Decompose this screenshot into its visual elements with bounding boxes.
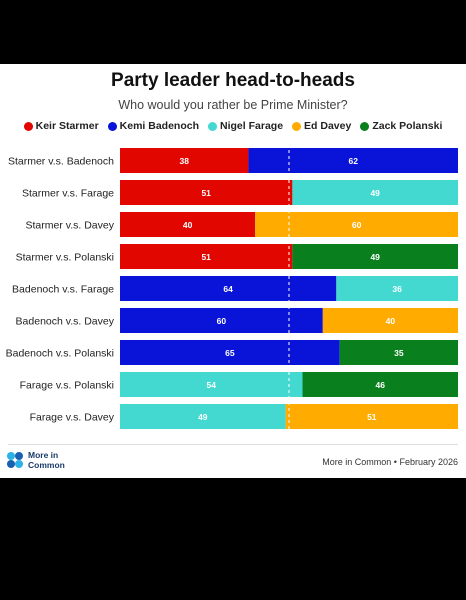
footer-divider — [8, 444, 458, 445]
legend-item-ed-davey: Ed Davey — [292, 120, 351, 132]
legend-dot-icon — [208, 121, 218, 131]
data-label: 38 — [179, 156, 189, 166]
category-label: Starmer v.s. Farage — [22, 188, 114, 200]
more-in-common-logo-icon — [7, 452, 23, 468]
data-label: 40 — [183, 220, 193, 230]
brand-logo: More in Common — [6, 450, 68, 470]
chart-title: Party leader head-to-heads — [111, 70, 355, 91]
legend-item-zack-polanski: Zack Polanski — [360, 120, 442, 132]
bar-segment-right — [292, 244, 458, 269]
data-label: 60 — [352, 220, 362, 230]
data-label: 40 — [386, 316, 396, 326]
logo-text: More in Common — [28, 450, 65, 470]
bar-segment-right — [339, 340, 458, 365]
source-note: More in Common • February 2026 — [322, 457, 458, 467]
bar-segment-right — [322, 308, 458, 333]
legend-item-kemi-badenoch: Kemi Badenoch — [107, 120, 200, 132]
data-label: 49 — [198, 412, 208, 422]
bar-segment-right — [285, 404, 458, 429]
category-label: Badenoch v.s. Farage — [12, 284, 114, 296]
data-label: 51 — [201, 188, 211, 198]
legend-dot-icon — [360, 121, 370, 131]
category-label: Starmer v.s. Badenoch — [8, 156, 114, 168]
data-label: 35 — [394, 348, 404, 358]
data-label: 64 — [223, 284, 233, 294]
legend: Keir Starmer Kemi Badenoch Nigel Farage Ed … — [0, 120, 466, 132]
bar-segment-left — [120, 244, 293, 269]
legend-label: Kemi Badenoch — [119, 120, 200, 132]
legend-item-nigel-farage: Nigel Farage — [208, 120, 283, 132]
bar-segment-left — [120, 148, 249, 173]
data-label: 36 — [392, 284, 402, 294]
data-label: 49 — [370, 252, 380, 262]
category-label: Starmer v.s. Polanski — [16, 252, 114, 264]
category-label: Starmer v.s. Davey — [26, 220, 115, 232]
legend-dot-icon — [107, 121, 117, 131]
bar-segment-right — [302, 372, 458, 397]
bar-segment-left — [120, 372, 303, 397]
chart-subtitle: Who would you rather be Prime Minister? — [118, 98, 348, 112]
legend-dot-icon — [23, 121, 33, 131]
data-label: 46 — [376, 380, 386, 390]
chart-card: Party leader head-to-heads Who would you… — [0, 64, 466, 478]
bar-segment-left — [120, 212, 256, 237]
legend-label: Ed Davey — [304, 120, 352, 132]
bar-segment-left — [120, 276, 337, 301]
data-label: 51 — [367, 412, 377, 422]
data-label: 62 — [348, 156, 358, 166]
category-label: Farage v.s. Polanski — [20, 380, 114, 392]
legend-item-keir-starmer: Keir Starmer — [23, 120, 99, 132]
data-label: 60 — [217, 316, 227, 326]
data-label: 49 — [370, 188, 380, 198]
bar-segment-left — [120, 340, 340, 365]
bar-chart: Starmer v.s. Badenoch 38 62 Starmer v.s. Fa… — [6, 144, 458, 433]
legend-label: Keir Starmer — [35, 120, 99, 132]
bar-segment-left — [120, 180, 293, 205]
legend-label: Nigel Farage — [220, 120, 284, 132]
category-label: Farage v.s. Davey — [30, 412, 115, 424]
category-label: Badenoch v.s. Polanski — [6, 348, 114, 360]
bar-segment-left — [120, 404, 286, 429]
data-label: 65 — [225, 348, 235, 358]
data-label: 54 — [207, 380, 217, 390]
data-label: 51 — [201, 252, 211, 262]
legend-dot-icon — [292, 121, 302, 131]
category-label: Badenoch v.s. Davey — [16, 316, 115, 328]
bar-segment-right — [292, 180, 458, 205]
bar-segment-right — [248, 148, 458, 173]
bar-segment-right — [336, 276, 458, 301]
legend-label: Zack Polanski — [372, 120, 443, 132]
